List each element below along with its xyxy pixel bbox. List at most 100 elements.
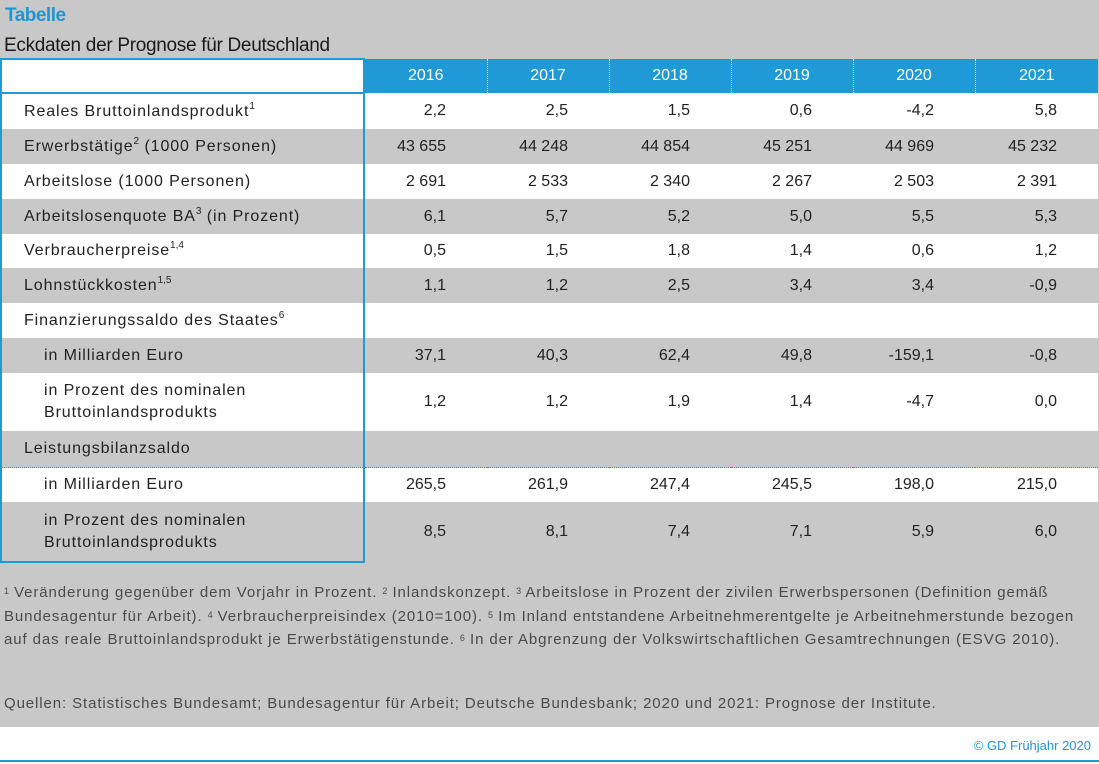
table-cell bbox=[609, 303, 731, 338]
table-cell: 1,9 bbox=[609, 373, 731, 431]
row-label: Arbeitslose (1000 Personen) bbox=[0, 164, 365, 199]
table-cell: 49,8 bbox=[731, 338, 853, 373]
table-cell: 3,4 bbox=[731, 268, 853, 303]
table-cell: -159,1 bbox=[853, 338, 975, 373]
table-subtitle: Eckdaten der Prognose für Deutschland bbox=[4, 35, 330, 56]
table-cell bbox=[364, 431, 487, 468]
table-cell bbox=[975, 431, 1098, 468]
table-cell: 2,2 bbox=[364, 93, 487, 129]
row-label: Lohnstückkosten1,5 bbox=[0, 268, 365, 303]
table-row: Verbraucherpreise1,4 0,5 1,5 1,8 1,4 0,6… bbox=[0, 234, 1098, 268]
table-cell: -0,9 bbox=[975, 268, 1098, 303]
table-cell: 1,8 bbox=[609, 234, 731, 268]
table-cell: 44 854 bbox=[609, 129, 731, 164]
row-label: Verbraucherpreise1,4 bbox=[0, 234, 365, 268]
table-cell: 5,7 bbox=[487, 199, 609, 234]
row-label: in Milliarden Euro bbox=[0, 467, 365, 502]
row-label: Leistungsbilanzsaldo bbox=[0, 431, 365, 468]
header-row: 2016 2017 2018 2019 2020 2021 bbox=[0, 58, 1098, 94]
table-panel: Tabelle Eckdaten der Prognose für Deutsc… bbox=[0, 0, 1099, 727]
table-cell: 1,2 bbox=[975, 234, 1098, 268]
table-cell: -4,2 bbox=[853, 93, 975, 129]
table-row: in Prozent des nominalen Bruttoinlandspro… bbox=[0, 502, 1098, 563]
forecast-table: 2016 2017 2018 2019 2020 2021 Reales Bru… bbox=[0, 58, 1098, 563]
table-row: Reales Bruttoinlandsprodukt1 2,2 2,5 1,5… bbox=[0, 93, 1098, 129]
table-cell: 2 267 bbox=[731, 164, 853, 199]
table-cell: 215,0 bbox=[975, 467, 1098, 502]
table-cell: 1,5 bbox=[609, 93, 731, 129]
table-cell: 2 340 bbox=[609, 164, 731, 199]
table-cell: 245,5 bbox=[731, 467, 853, 502]
table-cell: 2 391 bbox=[975, 164, 1098, 199]
table-cell: 5,3 bbox=[975, 199, 1098, 234]
table-cell: 5,5 bbox=[853, 199, 975, 234]
row-label: in Milliarden Euro bbox=[0, 338, 365, 373]
table-row: in Milliarden Euro 265,5 261,9 247,4 245… bbox=[0, 467, 1098, 502]
table-cell: 1,5 bbox=[487, 234, 609, 268]
table-cell: 8,5 bbox=[364, 502, 487, 562]
table-cell: 0,6 bbox=[853, 234, 975, 268]
table-cell: 0,5 bbox=[364, 234, 487, 268]
bottom-divider bbox=[0, 760, 1099, 762]
table-row: Finanzierungssaldo des Staates6 bbox=[0, 303, 1098, 338]
year-header: 2016 bbox=[364, 59, 487, 93]
table-cell bbox=[731, 431, 853, 468]
table-cell: 1,2 bbox=[487, 373, 609, 431]
table-cell: 7,1 bbox=[731, 502, 853, 562]
footnotes: 1 Veränderung gegenüber dem Vorjahr in P… bbox=[4, 584, 1075, 648]
table-cell: 0,0 bbox=[975, 373, 1098, 431]
row-label: Arbeitslosenquote BA3 (in Prozent) bbox=[0, 199, 365, 234]
table-cell: 1,4 bbox=[731, 234, 853, 268]
table-cell bbox=[853, 431, 975, 468]
table-cell: -0,8 bbox=[975, 338, 1098, 373]
table-cell: 1,2 bbox=[364, 373, 487, 431]
table-cell: 2 691 bbox=[364, 164, 487, 199]
table-cell bbox=[609, 431, 731, 468]
table-cell: 247,4 bbox=[609, 467, 731, 502]
table-cell: 7,4 bbox=[609, 502, 731, 562]
table-cell: 261,9 bbox=[487, 467, 609, 502]
table-cell: 43 655 bbox=[364, 129, 487, 164]
header-corner bbox=[0, 58, 365, 94]
sources-note: Quellen: Statistisches Bundesamt; Bundes… bbox=[4, 695, 937, 712]
row-label: Erwerbstätige2 (1000 Personen) bbox=[0, 129, 365, 164]
row-label: in Prozent des nominalen Bruttoinlandspro… bbox=[0, 373, 365, 431]
table-cell: 37,1 bbox=[364, 338, 487, 373]
table-cell: 265,5 bbox=[364, 467, 487, 502]
row-label: in Prozent des nominalen Bruttoinlandspro… bbox=[0, 502, 365, 563]
table-cell: 198,0 bbox=[853, 467, 975, 502]
table-row: in Milliarden Euro 37,1 40,3 62,4 49,8 -… bbox=[0, 338, 1098, 373]
table-cell: 44 969 bbox=[853, 129, 975, 164]
table-cell: 1,4 bbox=[731, 373, 853, 431]
table-cell: 8,1 bbox=[487, 502, 609, 562]
year-header: 2020 bbox=[852, 59, 975, 93]
year-header: 2018 bbox=[608, 59, 731, 93]
table-cell: 1,1 bbox=[364, 268, 487, 303]
table-row: Arbeitslose (1000 Personen) 2 691 2 533 … bbox=[0, 164, 1098, 199]
table-cell: 5,8 bbox=[975, 93, 1098, 129]
table-cell bbox=[364, 303, 487, 338]
copyright-note: © GD Frühjahr 2020 bbox=[973, 738, 1091, 753]
table-cell: 2 503 bbox=[853, 164, 975, 199]
table-row: Leistungsbilanzsaldo bbox=[0, 431, 1098, 468]
table-cell: 6,0 bbox=[975, 502, 1098, 562]
table-cell: 45 251 bbox=[731, 129, 853, 164]
table-cell bbox=[487, 431, 609, 468]
table-row: Lohnstückkosten1,5 1,1 1,2 2,5 3,4 3,4 -… bbox=[0, 268, 1098, 303]
table-cell bbox=[731, 303, 853, 338]
row-label: Finanzierungssaldo des Staates6 bbox=[0, 303, 365, 338]
table-cell bbox=[487, 303, 609, 338]
table-cell: 5,0 bbox=[731, 199, 853, 234]
table-cell bbox=[853, 303, 975, 338]
table-cell: 62,4 bbox=[609, 338, 731, 373]
table-row: Arbeitslosenquote BA3 (in Prozent) 6,1 5… bbox=[0, 199, 1098, 234]
table-cell: 40,3 bbox=[487, 338, 609, 373]
table-cell: 5,9 bbox=[853, 502, 975, 562]
table-cell: 45 232 bbox=[975, 129, 1098, 164]
row-label: Reales Bruttoinlandsprodukt1 bbox=[0, 93, 365, 129]
table-cell: 0,6 bbox=[731, 93, 853, 129]
table-cell: 2 533 bbox=[487, 164, 609, 199]
table-cell: 5,2 bbox=[609, 199, 731, 234]
table-cell: 3,4 bbox=[853, 268, 975, 303]
table-row: Erwerbstätige2 (1000 Personen) 43 655 44… bbox=[0, 129, 1098, 164]
